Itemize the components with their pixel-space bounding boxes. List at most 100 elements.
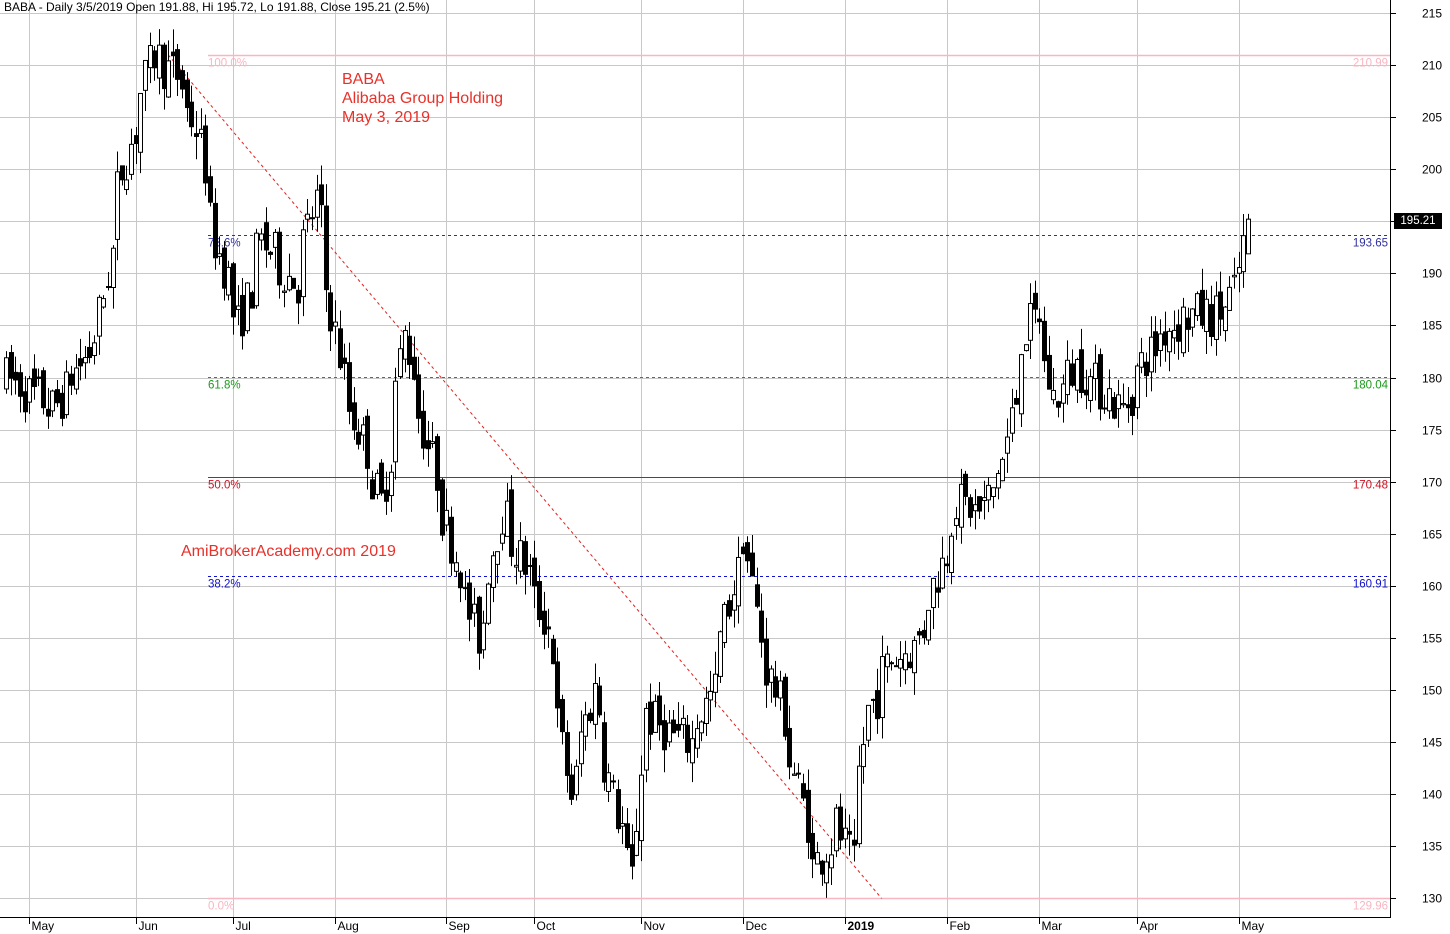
candle-body-down xyxy=(213,202,218,259)
fib-value-label: 170.48 xyxy=(1353,480,1388,492)
candle-body-down xyxy=(602,722,607,783)
candle-body-up xyxy=(1172,329,1177,339)
x-axis-ticks: May Jun Jul Aug Sep Oct Nov Dec 2019 Feb Mar Apr May xyxy=(29,917,1264,933)
candle-body-down xyxy=(412,356,417,380)
candle-body-up xyxy=(885,653,890,668)
candle-body-down xyxy=(185,79,190,109)
candle-body-down xyxy=(875,690,880,720)
candle-body-down xyxy=(1084,389,1089,396)
candle-body-down xyxy=(365,415,370,469)
candle-body-up xyxy=(1005,436,1010,454)
candle-body-down xyxy=(847,830,852,835)
candle-body-down xyxy=(806,789,811,843)
candle-body-down xyxy=(1098,354,1103,410)
candle-body-down xyxy=(546,626,551,630)
candle-body-up xyxy=(1093,362,1098,380)
candle-body-down xyxy=(542,610,547,635)
x-tick-label: Jul xyxy=(236,919,251,933)
candle-body-up xyxy=(1116,394,1121,410)
candle-body-down xyxy=(759,610,764,643)
annotation-symbol: BABA xyxy=(342,71,385,88)
candle-body-down xyxy=(240,294,245,337)
candle-body-down xyxy=(23,391,28,413)
candle-body-down xyxy=(588,712,593,722)
candlestick-series xyxy=(4,29,1251,898)
candle-body-up xyxy=(834,807,839,852)
candle-body-down xyxy=(1186,317,1191,330)
y-tick-label: 190 xyxy=(1422,267,1442,281)
candle-body-up xyxy=(1139,352,1144,368)
candle-body-up xyxy=(815,852,820,865)
candle-body-up xyxy=(389,471,394,497)
candle-body-up xyxy=(949,535,954,574)
candle-body-up xyxy=(931,577,936,609)
candle-body-up xyxy=(1075,359,1080,391)
candle-body-down xyxy=(370,479,375,500)
candle-body-down xyxy=(171,51,176,57)
candle-body-up xyxy=(583,714,588,737)
candle-body-up xyxy=(361,424,366,436)
x-tick-label: Apr xyxy=(1140,919,1159,933)
trendline xyxy=(167,54,883,899)
candle-body-down xyxy=(328,292,333,332)
candle-body-up xyxy=(606,772,611,792)
candle-body-down xyxy=(820,860,825,875)
candle-body-up xyxy=(634,830,639,856)
fib-percent-label: 38.2% xyxy=(208,579,241,591)
candle-body-down xyxy=(787,727,792,768)
candle-body-up xyxy=(1167,330,1172,353)
candle-body-down xyxy=(180,70,185,90)
chart-header: BABA - Daily 3/5/2019 Open 191.88, Hi 19… xyxy=(4,0,430,14)
x-tick-label: Feb xyxy=(950,919,971,933)
watermark-text: AmiBrokerAcademy.com 2019 xyxy=(181,543,396,560)
candle-body-up xyxy=(704,697,709,725)
fib-value-label: 193.65 xyxy=(1353,238,1388,250)
candle-body-up xyxy=(829,854,834,869)
candle-body-down xyxy=(741,546,746,555)
candle-body-up xyxy=(1028,303,1033,341)
candle-body-down xyxy=(917,631,922,636)
candle-body-down xyxy=(745,542,750,562)
candle-body-up xyxy=(403,330,408,360)
candle-body-down xyxy=(523,541,528,575)
candle-body-down xyxy=(18,372,23,397)
candle-body-down xyxy=(426,440,431,450)
fib-value-label: 210.99 xyxy=(1353,58,1388,70)
y-axis-ticks: 130 135 140 145 150 155 160 165 170 175 180 185 190 1… xyxy=(1390,7,1442,906)
candle-body-down xyxy=(1126,404,1131,409)
candle-body-down xyxy=(773,676,778,698)
candle-body-up xyxy=(722,603,727,644)
candle-body-down xyxy=(565,732,570,776)
candle-body-down xyxy=(36,376,41,379)
candle-body-up xyxy=(245,282,250,332)
candle-body-up xyxy=(1051,389,1056,401)
candle-body-up xyxy=(143,59,148,91)
candle-body-up xyxy=(718,631,723,677)
candle-body-up xyxy=(579,731,584,765)
candle-body-down xyxy=(319,184,324,206)
candle-body-up xyxy=(857,765,862,845)
candle-body-down xyxy=(838,806,843,841)
candle-body-down xyxy=(277,231,282,286)
candle-body-down xyxy=(657,695,662,726)
candle-body-down xyxy=(796,772,801,775)
candle-body-up xyxy=(199,128,204,134)
candle-body-up xyxy=(333,321,338,327)
candle-body-up xyxy=(954,518,959,526)
candle-body-down xyxy=(671,719,676,734)
y-tick-label: 175 xyxy=(1422,424,1442,438)
candle-body-down xyxy=(676,723,681,731)
candle-body-down xyxy=(551,638,556,665)
candle-body-up xyxy=(620,823,625,827)
candle-body-up xyxy=(1214,295,1219,340)
candle-body-up xyxy=(254,232,259,307)
y-tick-label: 200 xyxy=(1422,163,1442,177)
candle-body-down xyxy=(560,699,565,733)
candle-body-up xyxy=(282,290,287,293)
candle-body-up xyxy=(611,780,616,783)
x-tick-label: Mar xyxy=(1042,919,1063,933)
candle-body-down xyxy=(1037,318,1042,323)
candle-body-up xyxy=(778,680,783,699)
candle-body-up xyxy=(315,189,320,218)
